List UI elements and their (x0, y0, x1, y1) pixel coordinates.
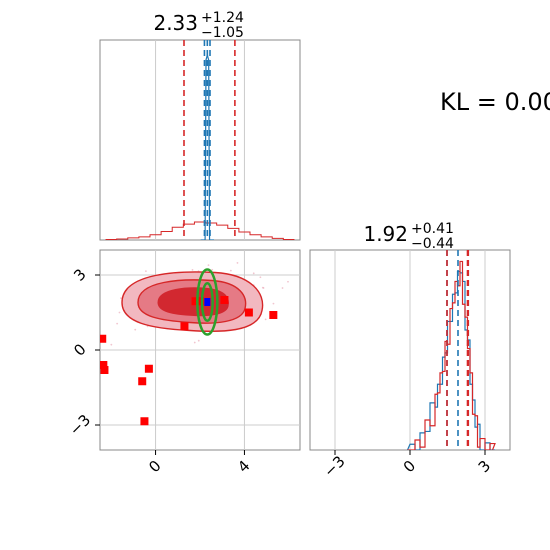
bottom-left-faint-dot (229, 269, 232, 272)
top-left-panel: 2.33 +1.24 −1.05 (99, 10, 301, 241)
bottom-right-xtick-label-2: 3 (475, 457, 494, 476)
bottom-right-grid (334, 250, 486, 450)
top-left-grid (155, 40, 245, 240)
bottom-right-ticks: −3 0 3 (320, 450, 494, 481)
bottom-left-red-point-9 (220, 296, 229, 304)
top-left-red-histogram (105, 221, 295, 240)
bottom-left-faint-dot (211, 268, 214, 271)
bottom-left-faint-dot (259, 276, 262, 279)
bottom-left-faint-dot (252, 272, 255, 275)
top-left-frame (99, 39, 301, 241)
bottom-left-xtick-label-1: 4 (234, 457, 253, 476)
bottom-right-title-value: 1.92 (363, 222, 408, 246)
bottom-left-faint-dot (134, 328, 137, 331)
bottom-left-red-point-4 (144, 364, 153, 373)
bottom-left-red-point-0 (100, 334, 107, 343)
bottom-right-red-histogram (407, 260, 496, 450)
top-left-marks (105, 40, 295, 240)
bottom-left-faint-dot (193, 341, 196, 344)
bottom-left-ytick-label-2: 3 (70, 265, 89, 284)
bottom-left-faint-dot (116, 322, 119, 325)
bottom-left-faint-dot (262, 287, 265, 289)
top-left-title-plus: +1.24 (201, 10, 244, 26)
bottom-left-panel: 0 4 −3 0 3 (66, 249, 301, 476)
top-left-title-value: 2.33 (153, 11, 198, 35)
bottom-left-faint-dot (191, 268, 194, 271)
bottom-right-title-minus: −0.44 (411, 236, 454, 252)
bottom-left-red-point-10 (244, 308, 253, 317)
bottom-left-red-point-1 (100, 361, 108, 369)
bottom-left-red-point-5 (140, 417, 149, 426)
bottom-left-faint-dot (272, 302, 275, 305)
bottom-left-faint-dot (110, 343, 113, 346)
bottom-left-red-point-11 (269, 311, 278, 319)
bottom-left-faint-dot (236, 262, 239, 264)
bottom-left-red-point-8 (196, 297, 204, 306)
bottom-left-faint-dot (120, 297, 122, 300)
bottom-left-red-point-2 (100, 366, 109, 374)
bottom-left-faint-dot (281, 287, 284, 289)
bottom-left-faint-dot (197, 339, 200, 342)
bottom-left-xtick-label-0: 0 (145, 457, 164, 476)
bottom-left-red-point-7 (191, 297, 200, 306)
bottom-left-red-point-6 (180, 322, 189, 331)
top-left-title-minus: −1.05 (201, 25, 244, 41)
bottom-left-faint-dot (287, 280, 289, 283)
bottom-right-marks (406, 250, 496, 450)
bottom-left-marks (100, 262, 289, 426)
bottom-left-blue-point (204, 298, 211, 306)
bottom-left-green-ellipse-inner (200, 282, 214, 322)
bottom-left-faint-dot (144, 270, 147, 273)
bottom-left-faint-dot (207, 264, 210, 267)
kl-annotation: KL = 0.00 (440, 88, 550, 116)
bottom-left-red-point-3 (138, 377, 147, 386)
bottom-left-faint-dot (118, 311, 121, 314)
bottom-left-ytick-label-1: 0 (70, 340, 89, 359)
bottom-right-xtick-label-1: 0 (400, 457, 419, 476)
bottom-left-green-ellipse-outer (196, 268, 219, 336)
bottom-left-faint-dot (264, 318, 267, 321)
bottom-right-title-plus: +0.41 (411, 221, 454, 237)
bottom-right-panel: −3 0 3 1.92 +0.41 −0.44 (309, 221, 511, 481)
bottom-right-xtick-label-0: −3 (320, 452, 348, 480)
bottom-left-ytick-label-0: −3 (66, 411, 94, 439)
